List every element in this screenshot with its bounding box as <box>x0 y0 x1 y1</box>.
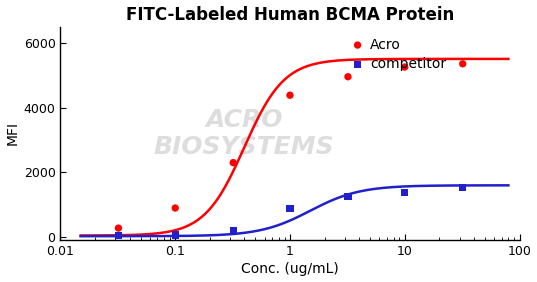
competitor <box>229 228 237 233</box>
Acro <box>229 160 237 165</box>
Acro <box>171 206 179 210</box>
Acro <box>459 61 467 66</box>
Text: ACRO
BIOSYSTEMS: ACRO BIOSYSTEMS <box>154 107 335 159</box>
competitor <box>459 185 467 190</box>
competitor <box>171 233 179 237</box>
Acro <box>114 226 123 230</box>
Acro <box>344 74 352 79</box>
competitor <box>286 206 294 211</box>
X-axis label: Conc. (ug/mL): Conc. (ug/mL) <box>241 263 339 276</box>
competitor <box>401 190 409 195</box>
competitor <box>344 194 352 199</box>
Title: FITC-Labeled Human BCMA Protein: FITC-Labeled Human BCMA Protein <box>126 6 454 24</box>
Legend: Acro, competitor: Acro, competitor <box>352 38 446 71</box>
competitor <box>114 233 123 238</box>
Y-axis label: MFI: MFI <box>5 122 19 146</box>
Acro <box>401 65 409 69</box>
Acro <box>286 93 294 98</box>
